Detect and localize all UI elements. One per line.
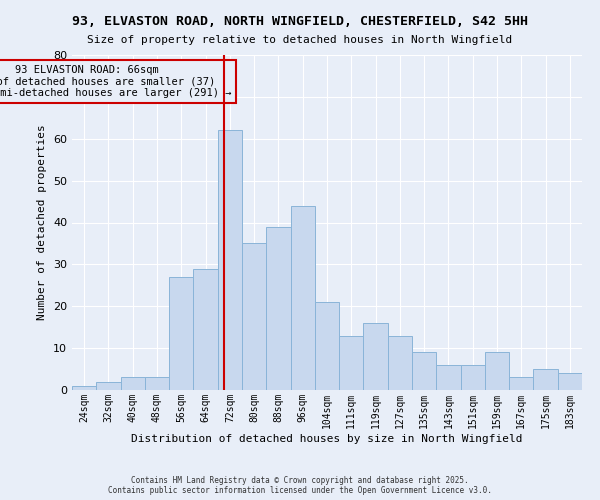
Bar bbox=[364, 323, 388, 390]
Bar bbox=[339, 336, 364, 390]
Bar bbox=[145, 378, 169, 390]
Bar bbox=[436, 365, 461, 390]
Y-axis label: Number of detached properties: Number of detached properties bbox=[37, 124, 47, 320]
Bar bbox=[388, 336, 412, 390]
Bar bbox=[509, 378, 533, 390]
Bar bbox=[218, 130, 242, 390]
Bar bbox=[485, 352, 509, 390]
Bar bbox=[96, 382, 121, 390]
Text: Size of property relative to detached houses in North Wingfield: Size of property relative to detached ho… bbox=[88, 35, 512, 45]
Bar bbox=[193, 268, 218, 390]
X-axis label: Distribution of detached houses by size in North Wingfield: Distribution of detached houses by size … bbox=[131, 434, 523, 444]
Bar bbox=[315, 302, 339, 390]
Bar bbox=[242, 244, 266, 390]
Bar bbox=[461, 365, 485, 390]
Bar bbox=[533, 369, 558, 390]
Text: 93 ELVASTON ROAD: 66sqm
← 11% of detached houses are smaller (37)
89% of semi-de: 93 ELVASTON ROAD: 66sqm ← 11% of detache… bbox=[0, 65, 231, 98]
Bar bbox=[412, 352, 436, 390]
Bar bbox=[266, 226, 290, 390]
Bar bbox=[558, 373, 582, 390]
Text: 93, ELVASTON ROAD, NORTH WINGFIELD, CHESTERFIELD, S42 5HH: 93, ELVASTON ROAD, NORTH WINGFIELD, CHES… bbox=[72, 15, 528, 28]
Bar bbox=[72, 386, 96, 390]
Bar bbox=[290, 206, 315, 390]
Bar bbox=[169, 277, 193, 390]
Text: Contains HM Land Registry data © Crown copyright and database right 2025.
Contai: Contains HM Land Registry data © Crown c… bbox=[108, 476, 492, 495]
Bar bbox=[121, 378, 145, 390]
